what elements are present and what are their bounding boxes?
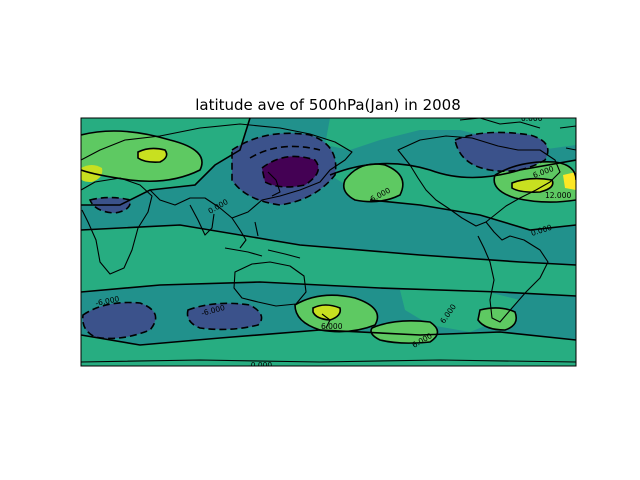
contour-lines-negative [81, 131, 549, 340]
contour-label: 12.000 [545, 191, 571, 200]
contour-label: 0.000 [521, 114, 543, 123]
contour-lines [81, 118, 576, 346]
fill-max-region [563, 172, 576, 190]
coastlines [81, 118, 576, 363]
fill-negative-regions [82, 132, 548, 339]
contour-label: 6.000 [321, 322, 343, 331]
fill-peak-regions [81, 148, 553, 320]
contour-label: -0.000 [248, 361, 272, 370]
map-frame [80, 117, 577, 367]
map-title: latitude ave of 500hPa(Jan) in 2008 [195, 96, 461, 114]
map-area: 6.000 0.000 12.000 0.000 6.000 0.000 -6.… [81, 114, 576, 370]
fill-min-region [262, 156, 319, 187]
